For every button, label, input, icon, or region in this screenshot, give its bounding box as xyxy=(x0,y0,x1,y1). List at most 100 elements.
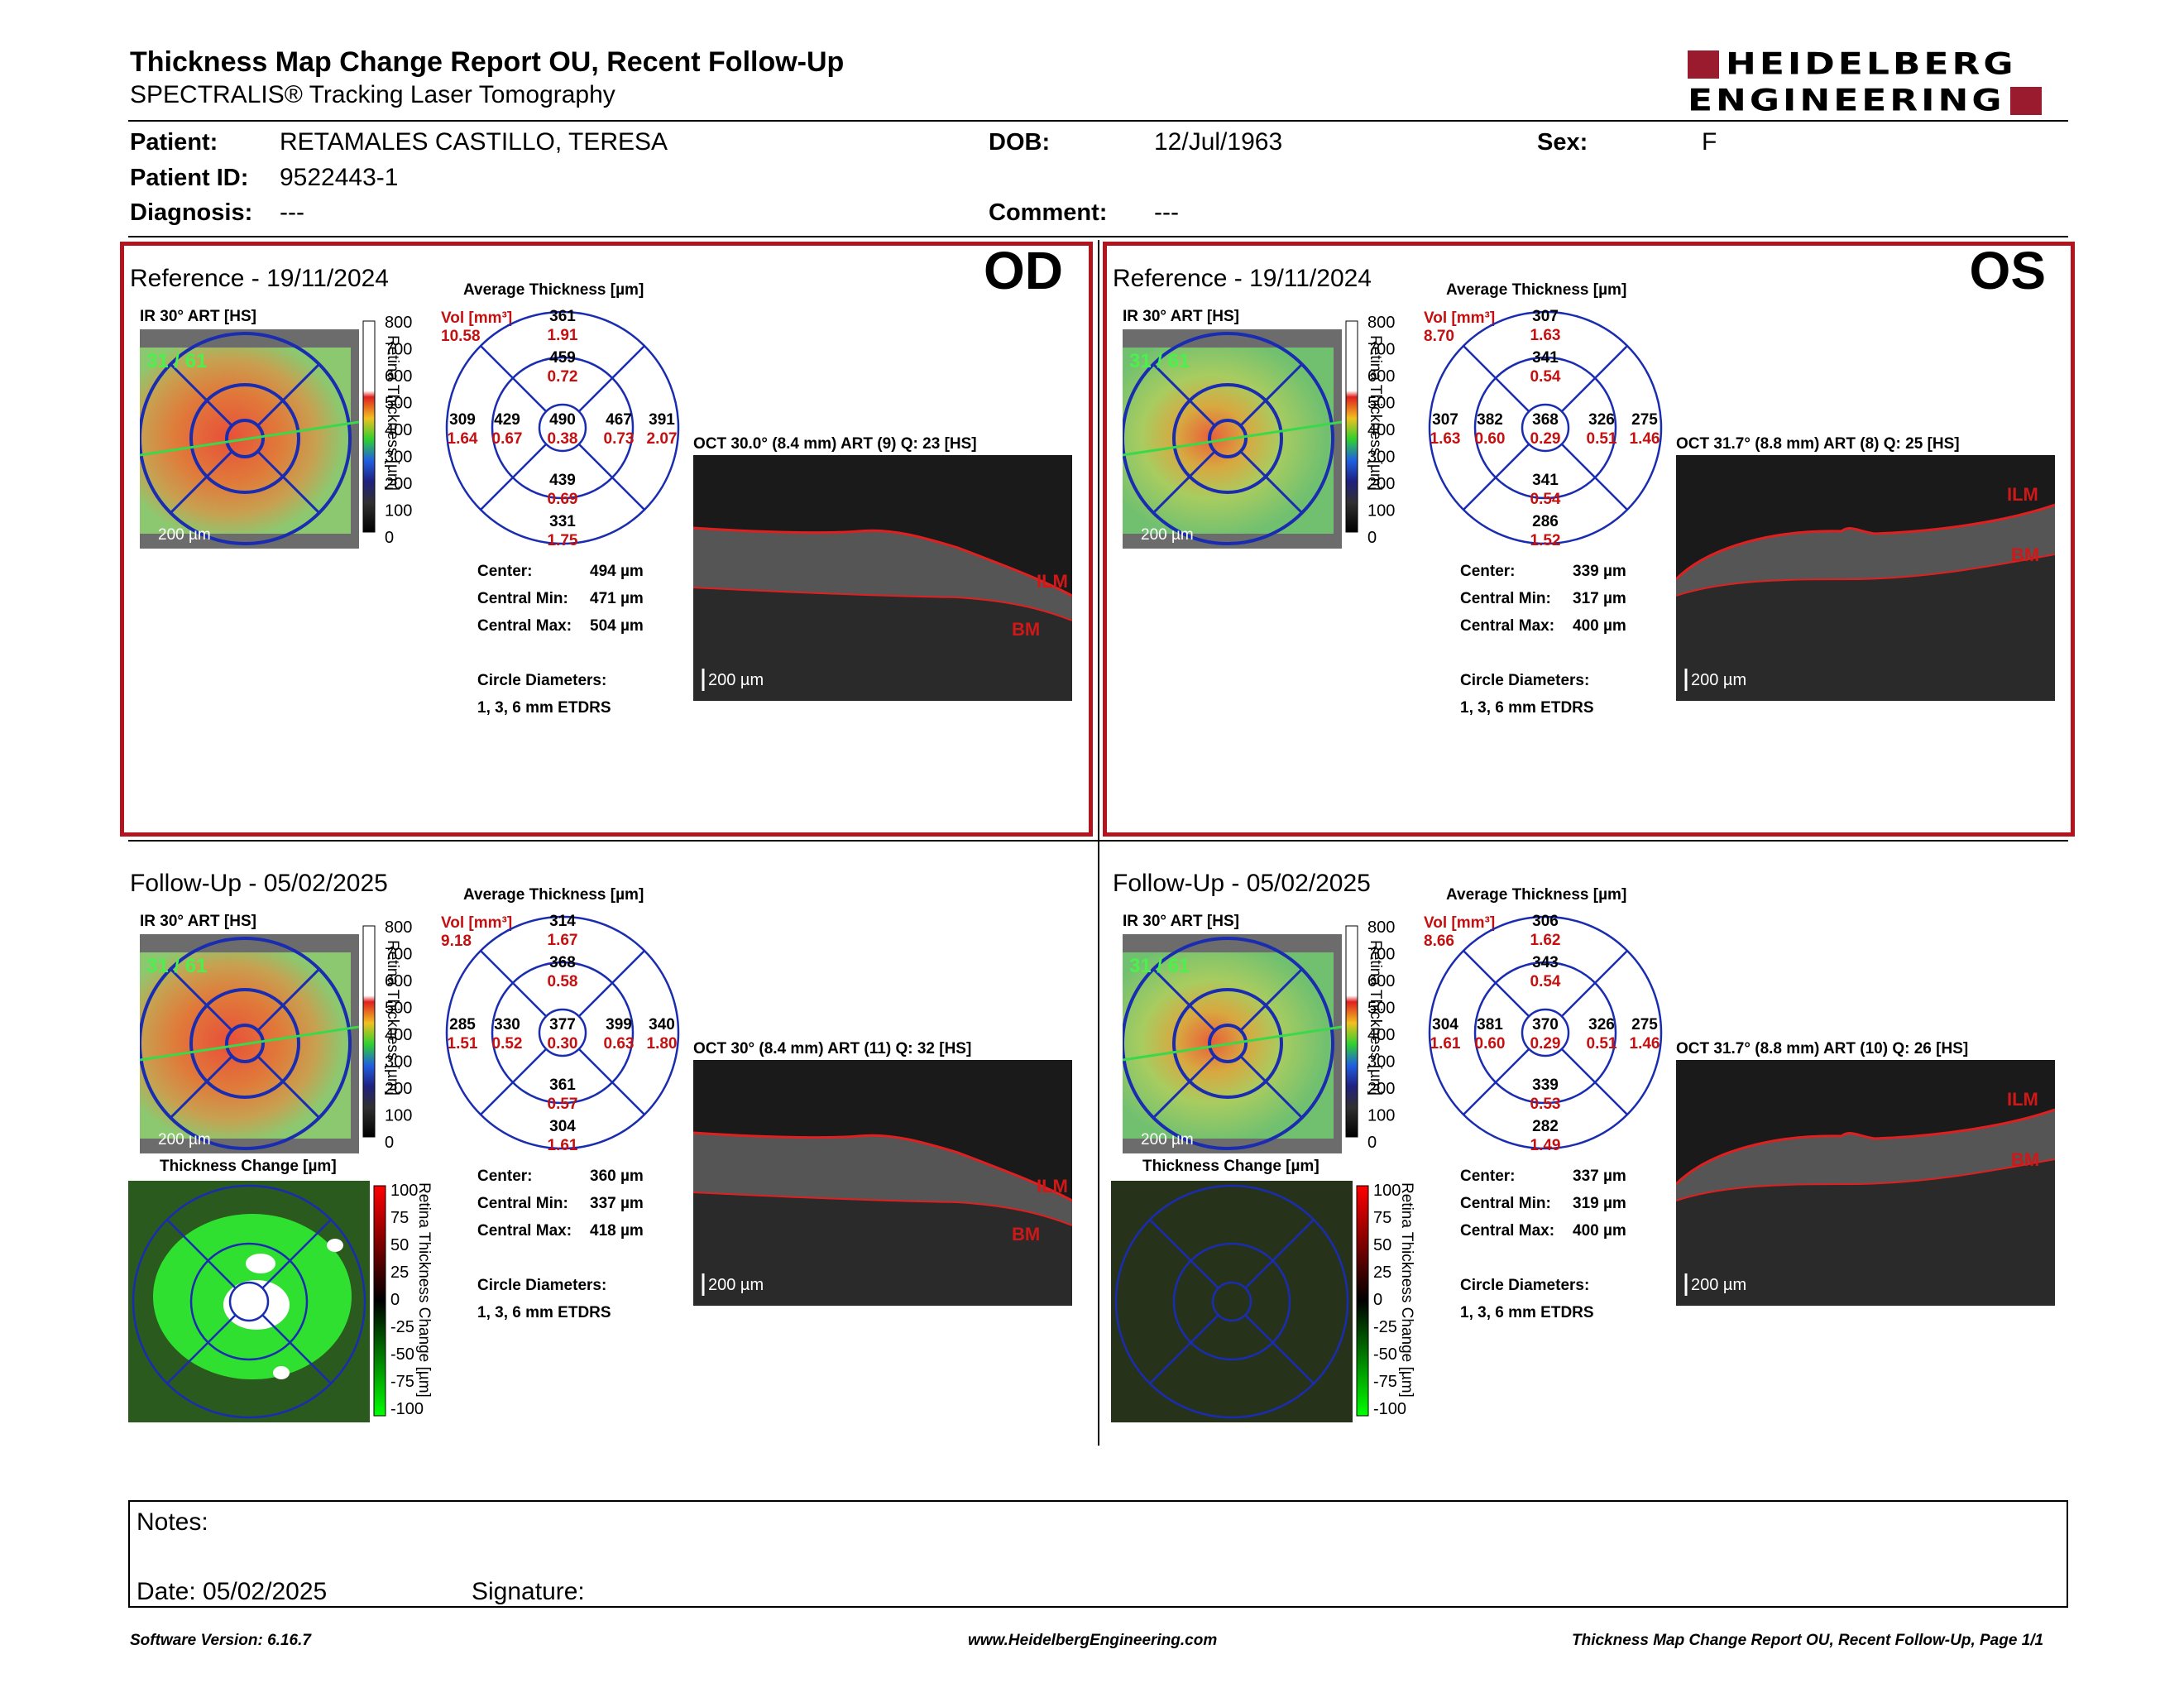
patient-name: RETAMALES CASTILLO, TERESA xyxy=(280,128,668,156)
avg-thickness-title: Average Thickness [µm] xyxy=(1446,886,1627,904)
notes-box[interactable]: Notes: Date: 05/02/2025 Signature: xyxy=(128,1500,2068,1608)
scale-title: Retina Thickness [µm] xyxy=(384,335,401,491)
scale-tick-label: 0 xyxy=(1367,1134,1377,1152)
grid-value-t_inner: 330 xyxy=(494,1016,520,1033)
comment-label: Comment: xyxy=(989,199,1108,226)
change-color-scale: 100 75 50 25 0 -25 -50 -75 -100 xyxy=(1356,1182,1406,1418)
sex-value: F xyxy=(1702,128,1717,156)
oct-label: OCT 31.7° (8.8 mm) ART (8) Q: 25 [HS] xyxy=(1676,435,1960,453)
grid-volume-n_inner: 0.54 xyxy=(1530,973,1561,990)
change-tick-label: -50 xyxy=(1373,1345,1397,1364)
change-hotspot xyxy=(327,1239,343,1252)
grid-spoke xyxy=(577,443,645,511)
grid-value-n_inner: 343 xyxy=(1532,954,1559,971)
grid-volume-n2_outer: 1.80 xyxy=(647,1035,678,1053)
diagnosis-value: --- xyxy=(280,199,304,226)
center-value: 494 µm xyxy=(590,563,644,580)
change-gradient xyxy=(1356,1185,1369,1417)
logo-line2: ENGINEERING xyxy=(1688,83,2005,118)
ilm-label: ILM xyxy=(2007,484,2038,505)
grid-spoke xyxy=(577,1048,645,1115)
oct-scalebar: 200 µm xyxy=(1691,1276,1746,1294)
ir-scalebar: 200 µm xyxy=(158,526,211,544)
grid-volume-t_inner: 0.60 xyxy=(1475,1035,1506,1053)
grid-spoke xyxy=(1560,1048,1628,1115)
etdrs-spoke xyxy=(169,449,234,515)
etdrs-spoke xyxy=(256,449,321,515)
etdrs-spoke xyxy=(1152,1054,1217,1120)
grid-value-s_inner: 339 xyxy=(1532,1077,1559,1094)
etdrs-circle xyxy=(1211,1281,1252,1322)
ilm-line xyxy=(693,526,1072,597)
central-max-value: 400 µm xyxy=(1573,1222,1626,1240)
change-tick-label: -100 xyxy=(390,1400,424,1418)
grid-value-t_inner: 382 xyxy=(1477,411,1503,429)
etdrs-circle xyxy=(140,937,352,1150)
footer-url[interactable]: www.HeidelbergEngineering.com xyxy=(968,1632,1218,1649)
od-reference-box xyxy=(120,242,1093,837)
circle-diameters-value: 1, 3, 6 mm ETDRS xyxy=(1460,699,1594,717)
etdrs-spoke xyxy=(169,1054,234,1120)
grid-value-t_outer: 285 xyxy=(449,1016,476,1033)
change-tick-label: -50 xyxy=(390,1345,414,1364)
etdrs-spoke xyxy=(256,362,321,428)
grid-volume-n_outer: 1.91 xyxy=(548,327,578,344)
grid-ring xyxy=(491,356,635,500)
grid-value-t_outer: 304 xyxy=(1432,1016,1458,1033)
grid-value-s_outer: 282 xyxy=(1532,1118,1559,1135)
grid-value-n_outer: 307 xyxy=(1532,308,1559,325)
oct-label: OCT 30.0° (8.4 mm) ART (9) Q: 23 [HS] xyxy=(693,435,977,453)
etdrs-spoke xyxy=(1238,1054,1304,1120)
etdrs-circle xyxy=(140,332,352,545)
choroid-tissue xyxy=(1676,554,2055,701)
scale-tick-label: 600 xyxy=(385,367,412,386)
circle-diameters-value: 1, 3, 6 mm ETDRS xyxy=(1460,1304,1594,1321)
grid-volume-n2_outer: 1.46 xyxy=(1630,1035,1660,1053)
notes-label: Notes: xyxy=(136,1508,208,1536)
grid-value-center: 377 xyxy=(549,1016,576,1033)
scale-tick-label: 800 xyxy=(1367,921,1395,937)
grid-spoke xyxy=(480,443,548,511)
ir-overlay-label: 31 / 61 xyxy=(1129,350,1190,372)
center-value: 360 µm xyxy=(590,1168,644,1185)
scale-tick-label: 800 xyxy=(385,921,412,937)
etdrs-circle xyxy=(225,1024,265,1063)
grid-value-n_inner: 341 xyxy=(1532,349,1559,367)
oct-scalebar: 200 µm xyxy=(708,671,764,689)
thickness-overlay xyxy=(140,348,351,534)
grid-spoke xyxy=(1463,443,1530,511)
eye-label: OD xyxy=(984,241,1063,300)
grid-ring xyxy=(1428,310,1663,545)
change-tick-label: 100 xyxy=(1373,1182,1401,1200)
bm-line xyxy=(693,587,1072,621)
vol-label: Vol [mm³] xyxy=(1424,309,1496,327)
ir-scalebar: 200 µm xyxy=(1141,1131,1194,1149)
scan-line xyxy=(140,1025,359,1062)
grid-volume-n2_outer: 1.46 xyxy=(1630,430,1660,448)
change-region xyxy=(1111,1181,1353,1422)
ir-thickness-map: 31 / 61 200 µm xyxy=(140,934,359,1153)
grid-value-s_outer: 286 xyxy=(1532,513,1559,530)
ilm-line xyxy=(693,1131,1072,1202)
patient-id: 9522443-1 xyxy=(280,164,399,191)
bm-label: BM xyxy=(2011,1149,2039,1170)
grid-volume-s_outer: 1.75 xyxy=(548,532,578,548)
circle-diameters-value: 1, 3, 6 mm ETDRS xyxy=(477,1304,611,1321)
grid-volume-n2_inner: 0.63 xyxy=(604,1035,635,1053)
circle-diameters-label: Circle Diameters: xyxy=(1460,1277,1590,1294)
scale-tick-label: 700 xyxy=(1367,341,1395,359)
avg-thickness-title: Average Thickness [µm] xyxy=(463,281,644,299)
panel-title: Follow-Up - 05/02/2025 xyxy=(130,870,388,897)
etdrs-circle xyxy=(1172,1242,1291,1361)
change-tick-label: -75 xyxy=(1373,1373,1397,1391)
od_fu-panel: Follow-Up - 05/02/2025 IR 30° ART [HS] 31 … xyxy=(128,870,1080,1449)
scale-tick-label: 400 xyxy=(1367,1026,1395,1044)
grid-volume-n_outer: 1.63 xyxy=(1530,327,1561,344)
scale-tick-label: 0 xyxy=(385,529,394,547)
grid-volume-t_inner: 0.52 xyxy=(492,1035,523,1053)
central-min-value: 337 µm xyxy=(590,1195,644,1212)
center-label: Center: xyxy=(477,563,533,580)
header-divider xyxy=(128,120,2068,122)
logo-square-icon xyxy=(2009,87,2042,115)
change-tick-label: -75 xyxy=(390,1373,414,1391)
